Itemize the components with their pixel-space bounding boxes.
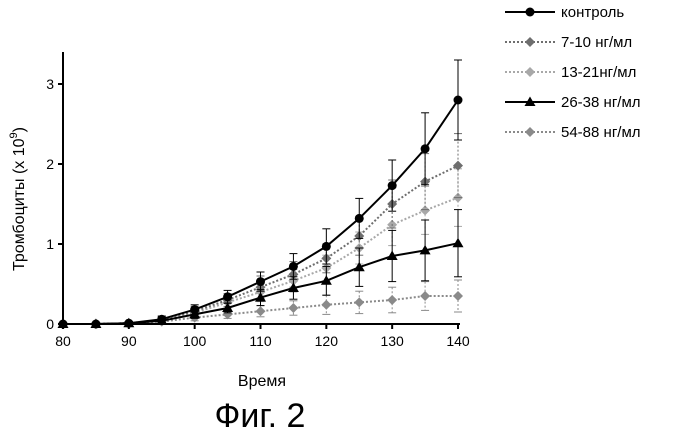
plot-area [58,60,464,329]
y-axis-label: Тромбоциты (x 109) [8,127,28,271]
x-tick-label: 110 [249,333,272,349]
x-tick-label: 90 [121,333,137,349]
y-tick-label: 2 [46,156,54,172]
data-point [256,277,265,286]
x-tick-label: 140 [446,333,470,349]
data-point [288,303,298,313]
legend-marker [525,67,535,77]
legend-item: контроль [505,4,624,21]
legend-marker [526,8,535,17]
data-point [454,96,463,105]
x-tick-label: 80 [55,333,71,349]
data-point [453,291,463,301]
data-point [256,306,266,316]
x-tick-label: 100 [183,333,207,349]
series-1 [59,60,463,329]
y-axis-label-close: ) [11,127,28,132]
data-point [420,291,430,301]
figure-caption: Фиг. 2 [215,397,306,435]
legend-marker [525,127,535,137]
data-point [453,238,464,248]
x-axis-label: Время [238,373,286,390]
y-tick-label: 3 [46,76,54,92]
data-point [355,214,364,223]
data-point [223,292,232,301]
data-point [321,300,331,310]
legend-label: 13-21нг/мл [561,64,636,81]
data-point [388,181,397,190]
y-tick-label: 1 [46,236,54,252]
x-tick-label: 120 [315,333,339,349]
legend-label: 7-10 нг/мл [561,34,632,51]
legend-item: 7-10 нг/мл [505,34,632,51]
data-point [354,297,364,307]
data-point [157,315,166,324]
legend: контроль 7-10 нг/мл 13-21нг/мл 26-38 нг/мл 5… [505,4,641,141]
y-tick-label: 0 [46,316,54,332]
data-point [387,295,397,305]
data-point [289,262,298,271]
legend-item: 54-88 нг/мл [505,124,641,141]
legend-item: 26-38 нг/мл [505,94,641,111]
data-point [322,242,331,251]
legend-marker [525,37,535,47]
legend-item: 13-21нг/мл [505,64,636,81]
legend-label: контроль [561,4,624,21]
axes: 0 1 2 3 80 90 100 110 120 130 140 [46,52,470,349]
data-point [421,144,430,153]
legend-label: 54-88 нг/мл [561,124,641,141]
data-point [190,305,199,314]
x-tick-label: 130 [380,333,404,349]
legend-label: 26-38 нг/мл [561,94,641,111]
